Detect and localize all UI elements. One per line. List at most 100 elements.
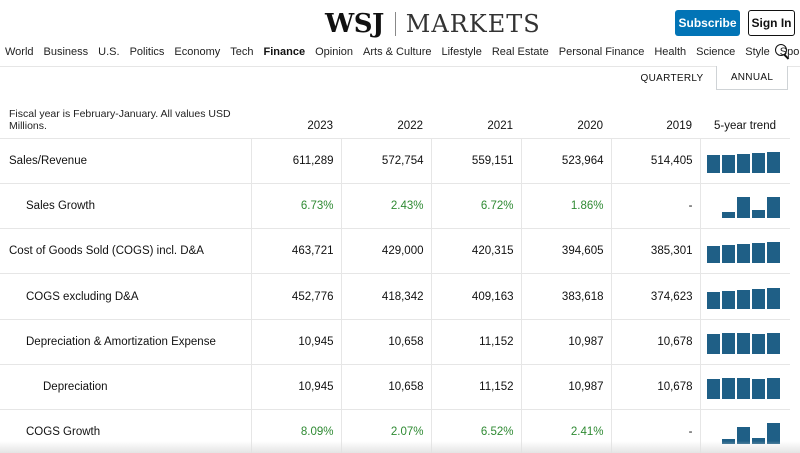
trend-bar	[751, 438, 765, 445]
value-cell: 2.07%	[340, 409, 431, 453]
value-cell: 463,721	[250, 228, 341, 275]
value-cell: 8.09%	[250, 409, 341, 453]
table-row: Depreciation & Amortization Expense 10,94…	[0, 319, 790, 365]
nav-item-finance[interactable]: Finance	[263, 46, 306, 58]
nav-item-economy[interactable]: Economy	[174, 46, 221, 58]
value-cell: 10,945	[250, 364, 341, 411]
subscribe-button[interactable]: Subscribe	[675, 10, 740, 36]
wsj-markets-logo[interactable]: WSJ MARKETS	[325, 9, 541, 39]
annual-toggle[interactable]: ANNUAL	[716, 66, 788, 90]
value-cell: 523,964	[520, 138, 611, 184]
table-row: Sales/Revenue 611,289 572,754 559,151 523,96…	[0, 138, 790, 184]
value-cell: 10,945	[250, 319, 341, 365]
nav-item-politics[interactable]: Politics	[129, 46, 165, 58]
row-label: COGS excluding D&A	[0, 273, 251, 320]
value-cell: 559,151	[430, 138, 521, 184]
trend-cell[interactable]	[699, 183, 790, 230]
search-icon-handle	[783, 54, 790, 60]
value-cell: 409,163	[430, 273, 521, 320]
value-cell: 394,605	[520, 228, 611, 275]
nav-item-real-estate[interactable]: Real Estate	[491, 46, 549, 58]
row-label: Sales/Revenue	[0, 138, 251, 184]
year-header: 2023	[251, 100, 341, 139]
trend-bar	[751, 243, 765, 264]
nav-item-opinion[interactable]: Opinion	[315, 46, 354, 58]
trend-bar	[706, 379, 720, 400]
trend-cell[interactable]	[699, 273, 791, 320]
nav-item-health[interactable]: Health	[654, 46, 687, 58]
nav-item-world[interactable]: World	[5, 46, 34, 58]
value-cell: 10,678	[610, 364, 700, 411]
trend-bar	[706, 333, 720, 354]
trend-cell[interactable]	[699, 138, 790, 184]
nav-item-personal-finance[interactable]: Personal Finance	[558, 46, 645, 58]
value-cell: 6.52%	[430, 409, 521, 453]
trend-bar	[736, 196, 750, 218]
trend-bar	[766, 332, 780, 354]
quarterly-toggle[interactable]: QUARTERLY	[640, 72, 704, 84]
sign-in-button[interactable]: Sign In	[748, 10, 795, 36]
trend-header: 5-year trend	[700, 100, 790, 139]
trend-cell[interactable]	[699, 319, 790, 365]
value-cell: 374,623	[610, 273, 700, 320]
value-cell: 2.43%	[340, 183, 431, 230]
value-cell: 10,987	[520, 364, 611, 411]
nav-item-style[interactable]: Style	[745, 46, 770, 58]
trend-sparkbars	[706, 285, 791, 309]
trend-bar	[736, 244, 750, 264]
trend-cell[interactable]	[699, 364, 791, 411]
trend-bar	[721, 154, 735, 173]
period-toggle: QUARTERLY ANNUAL	[628, 66, 788, 90]
value-cell: -	[610, 183, 700, 230]
nav-item-u-s[interactable]: U.S.	[98, 46, 120, 58]
table-header-row: Fiscal year is February-January. All val…	[0, 100, 790, 139]
trend-cell[interactable]	[699, 228, 791, 275]
table-row: Sales Growth 6.73% 2.43% 6.72% 1.86% -	[0, 183, 790, 230]
header-divider	[0, 66, 800, 67]
nav-item-arts-culture[interactable]: Arts & Culture	[363, 46, 432, 58]
nav-item-lifestyle[interactable]: Lifestyle	[441, 46, 482, 58]
fiscal-year-note: Fiscal year is February-January. All val…	[0, 100, 251, 139]
table-row: Depreciation 10,945 10,658 11,152 10,987 10,6…	[0, 364, 791, 411]
trend-bar	[736, 378, 750, 400]
masthead: WSJ MARKETS Subscribe Sign In	[0, 0, 800, 42]
trend-bar	[766, 151, 780, 173]
value-cell: 2.41%	[520, 409, 611, 453]
value-cell: 6.72%	[430, 183, 521, 230]
trend-bar	[766, 196, 780, 218]
row-label: Depreciation & Amortization Expense	[0, 319, 251, 365]
value-cell: 385,301	[610, 228, 700, 275]
trend-bar	[766, 423, 780, 445]
value-cell: 11,152	[430, 319, 521, 365]
trend-bar	[706, 291, 720, 309]
table-row: COGS Growth 8.09% 2.07% 6.52% 2.41% -	[0, 409, 790, 453]
trend-cell[interactable]	[699, 409, 790, 453]
nav-item-business[interactable]: Business	[43, 46, 89, 58]
value-cell: 11,152	[430, 364, 521, 411]
value-cell: 1.86%	[520, 183, 611, 230]
trend-sparkbars	[706, 375, 791, 400]
row-label: COGS Growth	[0, 409, 251, 453]
trend-sparkbars	[706, 239, 791, 264]
nav-item-science[interactable]: Science	[696, 46, 736, 58]
trend-bar	[766, 378, 780, 400]
trend-bar	[751, 209, 765, 218]
value-cell: 418,342	[340, 273, 431, 320]
trend-bar	[721, 378, 735, 400]
trend-bar	[751, 288, 765, 309]
year-header: 2022	[341, 100, 431, 139]
trend-bar	[751, 333, 765, 354]
trend-bar	[736, 427, 750, 445]
trend-bar	[721, 211, 735, 218]
trend-bar	[736, 289, 750, 309]
value-cell: 10,678	[610, 319, 700, 365]
trend-bar	[721, 439, 735, 445]
trend-bar	[721, 245, 735, 264]
nav-item-tech[interactable]: Tech	[230, 46, 254, 58]
value-cell: 10,658	[340, 364, 431, 411]
value-cell: 572,754	[340, 138, 431, 184]
row-label: Depreciation	[0, 364, 251, 411]
trend-bar	[766, 242, 780, 264]
trend-bar	[751, 152, 765, 173]
search-icon[interactable]	[775, 44, 791, 60]
